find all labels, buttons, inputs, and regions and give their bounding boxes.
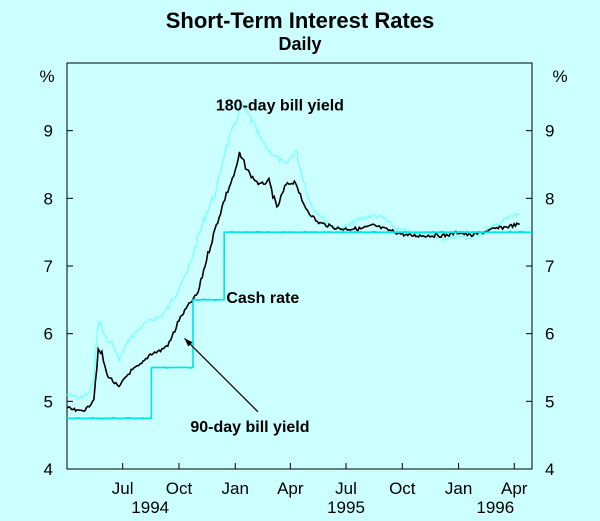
y-unit-left: % — [39, 67, 54, 86]
annotations: 180-day bill yield Cash rate 90-day bill y… — [184, 97, 344, 436]
series-lines — [66, 102, 532, 420]
annotation-label: Cash rate — [226, 290, 299, 307]
series-line-90-day — [66, 151, 520, 413]
x-tick-label: Apr — [277, 479, 304, 498]
chart-title: Short-Term Interest Rates — [166, 8, 435, 33]
x-tick-label: Oct — [166, 479, 193, 498]
year-label: 1995 — [327, 498, 365, 517]
y-tick-label-right: 8 — [545, 189, 554, 208]
annotation-label: 90-day bill yield — [190, 419, 309, 436]
annotation-arrow — [184, 337, 259, 413]
x-tick-label: Jan — [222, 479, 249, 498]
y-tick-label-left: 8 — [44, 189, 53, 208]
x-tick-label: Jul — [112, 479, 134, 498]
plot-frame — [66, 62, 533, 470]
axes: 4 4 5 5 6 6 7 7 8 8 9 9 Jul Oct Jan Apr Jul Oct Jan Apr 1994… — [44, 62, 554, 517]
year-label: 1996 — [476, 498, 514, 517]
x-tick-label: Oct — [389, 479, 416, 498]
y-unit-right: % — [552, 67, 567, 86]
x-tick-label: Jan — [445, 479, 472, 498]
y-tick-label-left: 6 — [44, 325, 53, 344]
series-line-cash-rate-daily — [66, 230, 532, 420]
annotation-label: 180-day bill yield — [216, 97, 344, 114]
y-tick-label-left: 5 — [44, 392, 53, 411]
y-tick-label-right: 7 — [545, 257, 554, 276]
x-tick-label: Jul — [335, 479, 357, 498]
x-tick-label: Apr — [501, 479, 528, 498]
y-tick-label-left: 9 — [44, 122, 53, 141]
y-tick-label-right: 4 — [545, 460, 554, 479]
y-tick-label-right: 5 — [545, 392, 554, 411]
year-label: 1994 — [131, 498, 169, 517]
y-tick-label-left: 7 — [44, 257, 53, 276]
y-tick-label-right: 9 — [545, 122, 554, 141]
y-tick-label-left: 4 — [44, 460, 53, 479]
series-line-180-day — [66, 102, 521, 401]
series-line-cash-rate — [67, 231, 532, 420]
annotation-arrowhead — [184, 338, 193, 347]
chart-subtitle: Daily — [278, 34, 321, 54]
y-tick-label-right: 6 — [545, 325, 554, 344]
